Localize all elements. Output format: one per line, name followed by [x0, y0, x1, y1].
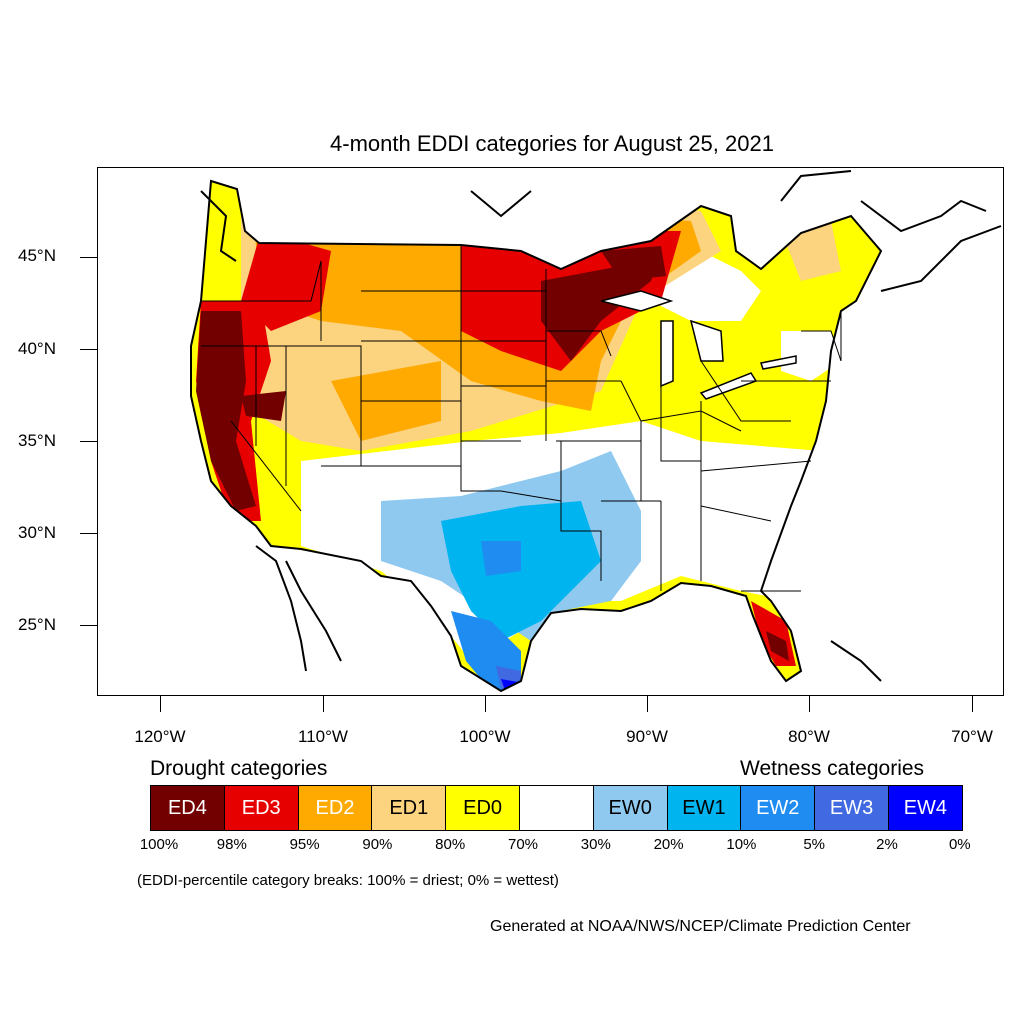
- credit-line: Generated at NOAA/NWS/NCEP/Climate Predi…: [490, 918, 911, 935]
- lake-michigan: [660, 320, 674, 388]
- wetness-heading: Wetness categories: [740, 757, 925, 780]
- eddi-map: [190, 170, 1002, 693]
- category-legend: ED4 ED3 ED2 ED1 ED0 EW0 EW1 EW2 EW3 EW4: [150, 785, 963, 831]
- percent-break-label: 0%: [948, 836, 971, 853]
- legend-swatch-ed1: ED1: [371, 785, 447, 831]
- percent-break-label: 70%: [507, 836, 539, 853]
- lake-ontario: [760, 355, 797, 370]
- lake-superior: [600, 290, 674, 312]
- latitude-label: 35°N: [18, 431, 56, 450]
- legend-swatch-ed0: ED0: [445, 785, 520, 831]
- percent-break-label: 100%: [139, 836, 179, 853]
- longitude-tick: [809, 696, 810, 712]
- percent-break-label: 80%: [435, 836, 466, 853]
- longitude-label: 100°W: [459, 727, 511, 746]
- percent-break-label: 5%: [803, 836, 826, 853]
- outer-coastlines: [200, 170, 1002, 682]
- latitude-label: 30°N: [18, 523, 56, 542]
- longitude-label: 70°W: [951, 727, 993, 746]
- category-fill: [191, 181, 881, 691]
- longitude-tick: [972, 696, 973, 712]
- longitude-tick: [647, 696, 648, 712]
- latitude-label: 25°N: [18, 615, 56, 634]
- map-panel: [97, 167, 1004, 696]
- legend-swatch-ed2: ED2: [297, 785, 373, 831]
- legend-swatch-normal: [518, 785, 594, 831]
- category-note: (EDDI-percentile category breaks: 100% =…: [137, 872, 559, 889]
- longitude-label: 120°W: [134, 727, 186, 746]
- lake-huron: [689, 319, 724, 362]
- percent-break-label: 30%: [580, 836, 611, 853]
- percent-break-label: 98%: [216, 836, 247, 853]
- legend-swatch-ed3: ED3: [223, 785, 299, 831]
- percent-break-label: 95%: [289, 836, 320, 853]
- legend-swatch-ed4: ED4: [150, 785, 225, 831]
- legend-swatch-ew3: EW3: [814, 785, 889, 831]
- map-title: 4-month EDDI categories for August 25, 2…: [330, 131, 774, 156]
- longitude-label: 110°W: [298, 727, 348, 746]
- legend-swatch-ew2: EW2: [740, 785, 816, 831]
- latitude-tick: [80, 257, 97, 258]
- latitude-tick: [80, 349, 97, 350]
- longitude-label: 90°W: [626, 727, 668, 746]
- percent-break-label: 90%: [362, 836, 393, 853]
- drought-heading: Drought categories: [150, 757, 328, 780]
- latitude-tick: [80, 625, 97, 626]
- latitude-tick: [80, 533, 97, 534]
- state-boundaries: [201, 245, 842, 592]
- percent-break-label: 10%: [726, 836, 757, 853]
- legend-swatch-ew0: EW0: [592, 785, 668, 831]
- longitude-tick: [485, 696, 486, 712]
- longitude-tick: [160, 696, 161, 712]
- latitude-label: 40°N: [18, 339, 56, 358]
- latitude-label: 45°N: [18, 246, 56, 265]
- longitude-label: 80°W: [788, 727, 830, 746]
- percent-break-label: 2%: [876, 836, 898, 853]
- legend-swatch-ew4: EW4: [887, 785, 963, 831]
- latitude-tick: [80, 441, 97, 442]
- legend-swatch-ew1: EW1: [666, 785, 742, 831]
- coastline: [190, 179, 883, 693]
- percent-break-label: 20%: [653, 836, 684, 853]
- longitude-tick: [323, 696, 324, 712]
